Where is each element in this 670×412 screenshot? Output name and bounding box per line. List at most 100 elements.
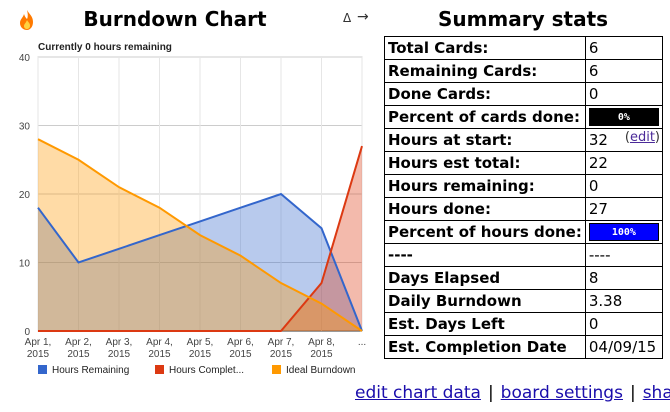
separator: | — [629, 383, 636, 403]
stat-label: Est. Completion Date — [384, 335, 586, 359]
stat-value-text: 0 — [588, 177, 599, 195]
summary-stats-table: Total Cards: 6 Remaining Cards: 6 Done Cards… — [384, 36, 664, 359]
separator: | — [487, 383, 494, 403]
stat-value: 100% — [584, 220, 664, 244]
x-tick-label: Apr 8, 2015 — [308, 337, 335, 360]
stat-value: 0 — [584, 174, 664, 198]
flame-icon — [17, 9, 37, 31]
stat-label: Hours est total: — [384, 151, 586, 175]
x-tick-label: Apr 4, 2015 — [146, 337, 173, 360]
x-tick-label: Apr 1, 2015 — [25, 337, 52, 360]
y-tick-label: 40 — [19, 53, 31, 64]
stat-value: 22 — [584, 151, 664, 175]
series-line — [37, 138, 363, 332]
series-line — [38, 145, 363, 332]
x-tick-label: Apr 5, 2015 — [187, 337, 214, 360]
stats-row: Percent of hours done: 100% — [384, 220, 664, 244]
y-tick-label: 30 — [19, 122, 31, 133]
stats-row: Est. Days Left 0 — [384, 312, 664, 336]
stats-row: Total Cards: 6 — [384, 36, 664, 60]
arrow-right-icon[interactable]: → — [357, 9, 369, 25]
delta-icon[interactable]: Δ — [343, 11, 352, 25]
percent-bar: 0% — [588, 108, 659, 126]
stat-value: 6 — [584, 36, 664, 60]
chart-legend[interactable]: Hours Remaining Hours Complet... Ideal Bur… — [38, 365, 356, 376]
stat-value-text: 32 — [588, 131, 608, 149]
y-axis-ticks: 0 10 20 30 40 — [19, 53, 31, 338]
stat-label: Hours remaining: — [384, 174, 586, 198]
stats-row: Done Cards: 0 — [384, 82, 664, 106]
chart-subtitle: Currently 0 hours remaining — [38, 42, 172, 53]
stat-value: 27 — [584, 197, 664, 221]
stats-row: Remaining Cards: 6 — [384, 59, 664, 83]
chart-title: Burndown Chart — [83, 7, 267, 31]
stat-label: Est. Days Left — [384, 312, 586, 336]
percent-bar: 100% — [588, 223, 659, 241]
stat-label: Hours at start: — [384, 128, 586, 152]
edit-hours-wrapper: (edit) — [624, 130, 660, 145]
series-line — [37, 192, 363, 332]
stat-value-text: 6 — [588, 39, 599, 57]
stat-value-text: ---- — [588, 246, 611, 264]
legend-swatch — [155, 365, 164, 374]
stat-label: ---- — [384, 243, 586, 267]
stats-row: Est. Completion Date 04/09/15 — [384, 335, 664, 359]
stat-value: 0 — [584, 82, 664, 106]
stat-value: 8 — [584, 266, 664, 290]
stat-value-text: 04/09/15 — [588, 338, 657, 356]
stats-title: Summary stats — [437, 7, 609, 31]
legend-item[interactable]: Ideal Burndown — [272, 365, 356, 376]
stats-row: Days Elapsed 8 — [384, 266, 664, 290]
x-tick-label: Apr 7, 2015 — [268, 337, 295, 360]
stat-value: ---- — [584, 243, 664, 267]
stat-value-text: 22 — [588, 154, 608, 172]
legend-item[interactable]: Hours Complet... — [155, 365, 244, 376]
chart-lines — [37, 138, 363, 332]
stats-row: Daily Burndown 3.38 — [384, 289, 664, 313]
share-link[interactable]: share — [642, 383, 670, 403]
series-area — [38, 194, 362, 331]
legend-swatch — [272, 365, 281, 374]
edit-hours-link[interactable]: edit — [629, 130, 655, 145]
stat-label: Hours done: — [384, 197, 586, 221]
stat-value-text: 0 — [588, 85, 599, 103]
legend-label: Ideal Burndown — [286, 365, 356, 376]
y-tick-label: 20 — [19, 190, 31, 201]
stats-row: Hours remaining: 0 — [384, 174, 664, 198]
y-tick-label: 10 — [19, 259, 31, 270]
legend-label: Hours Complet... — [169, 365, 244, 376]
x-axis-ticks: Apr 1, 2015 Apr 2, 2015 Apr 3, 2015 Apr 4, 2015… — [25, 337, 367, 360]
footer-links: edit chart data | board settings | share — [355, 383, 670, 403]
x-tick-label: Apr 6, 2015 — [227, 337, 254, 360]
stats-row: ---- ---- — [384, 243, 664, 267]
stat-value-text: 0 — [588, 315, 599, 333]
series-area — [38, 146, 362, 331]
stat-value-text: 6 — [588, 62, 599, 80]
stat-label: Done Cards: — [384, 82, 586, 106]
edit-chart-data-link[interactable]: edit chart data — [355, 383, 481, 403]
y-tick-label: 0 — [24, 327, 30, 338]
stat-label: Days Elapsed — [384, 266, 586, 290]
legend-swatch — [38, 365, 47, 374]
stat-label: Remaining Cards: — [384, 59, 586, 83]
stat-label: Daily Burndown — [384, 289, 586, 313]
stat-value: 3.38 — [584, 289, 664, 313]
chart-grid — [37, 56, 363, 332]
stats-row: Hours at start: 32 (edit) — [384, 128, 664, 152]
legend-item[interactable]: Hours Remaining — [38, 365, 129, 376]
stat-value-text: 8 — [588, 269, 599, 287]
stat-label: Percent of hours done: — [384, 220, 586, 244]
board-settings-link[interactable]: board settings — [500, 383, 623, 403]
stat-value-text: 3.38 — [588, 292, 623, 310]
x-tick-label: Apr 3, 2015 — [106, 337, 133, 360]
legend-label: Hours Remaining — [52, 365, 129, 376]
stat-value: 04/09/15 — [584, 335, 664, 359]
x-tick-label: Apr 2, 2015 — [65, 337, 92, 360]
stat-value: 0 — [584, 312, 664, 336]
stat-value: 32 (edit) — [584, 128, 664, 152]
stat-label: Total Cards: — [384, 36, 586, 60]
burndown-chart: Currently 0 hours remaining 0 10 20 30 40 Ap… — [19, 42, 367, 376]
stats-row: Hours done: 27 — [384, 197, 664, 221]
stat-value: 6 — [584, 59, 664, 83]
stat-value-text: 27 — [588, 200, 608, 218]
